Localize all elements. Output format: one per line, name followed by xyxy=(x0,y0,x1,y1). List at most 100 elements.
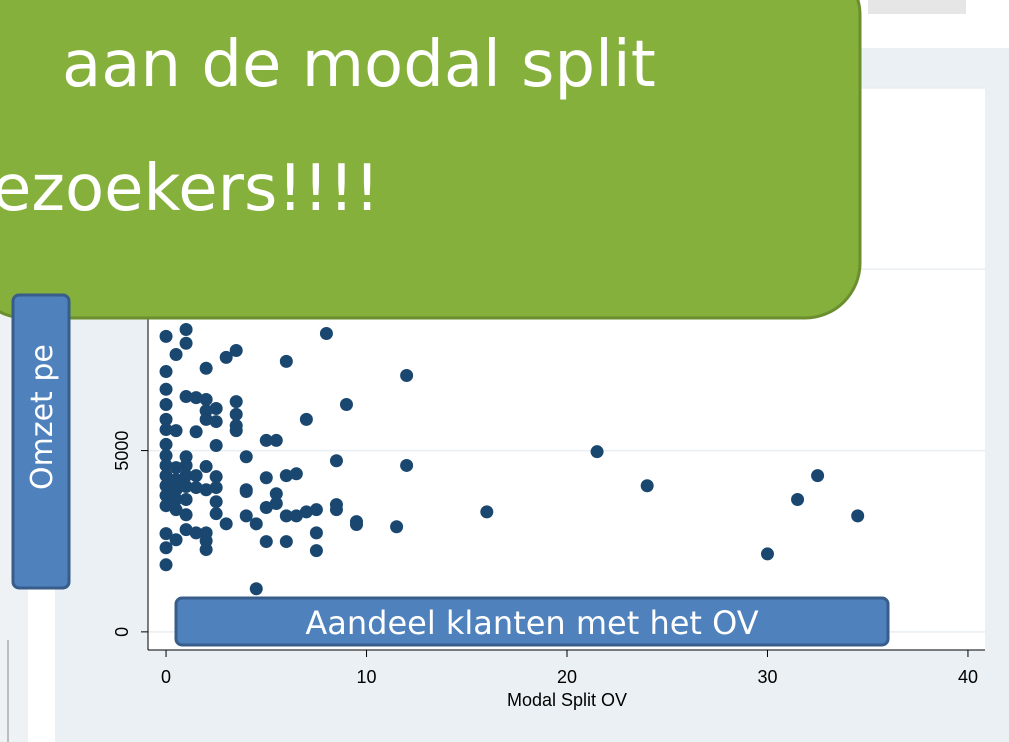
point xyxy=(480,505,494,519)
point xyxy=(329,454,343,468)
point xyxy=(159,499,173,513)
point xyxy=(179,469,193,483)
point xyxy=(811,469,825,483)
point xyxy=(400,369,414,383)
point xyxy=(199,392,213,406)
point xyxy=(199,460,213,474)
point xyxy=(169,483,183,497)
point xyxy=(179,479,193,493)
point xyxy=(199,483,213,497)
point xyxy=(159,458,173,472)
point xyxy=(229,407,243,421)
y-box-text: Omzet pe xyxy=(25,344,60,490)
point xyxy=(159,382,173,396)
point xyxy=(299,505,313,519)
point xyxy=(309,526,323,540)
point xyxy=(159,412,173,426)
x-box-text: Aandeel klanten met het OV xyxy=(305,604,758,642)
point xyxy=(791,493,805,507)
point xyxy=(159,398,173,412)
point xyxy=(279,535,293,549)
point xyxy=(209,495,223,509)
point xyxy=(329,503,343,517)
point xyxy=(159,449,173,463)
point xyxy=(209,481,223,495)
point xyxy=(259,535,273,549)
point xyxy=(279,469,293,483)
callout-line: ezoekers!!!! xyxy=(0,152,380,226)
point xyxy=(169,503,183,517)
point xyxy=(169,533,183,547)
point xyxy=(219,350,233,364)
point xyxy=(259,501,273,515)
point xyxy=(239,485,253,499)
point xyxy=(189,469,203,483)
point xyxy=(249,582,263,596)
point xyxy=(169,461,183,475)
callout-line: aan de modal split xyxy=(62,28,656,102)
point xyxy=(189,526,203,540)
point xyxy=(851,509,865,523)
point xyxy=(159,365,173,379)
point xyxy=(169,424,183,438)
point xyxy=(229,395,243,409)
point xyxy=(209,439,223,453)
point xyxy=(760,547,774,561)
point xyxy=(159,469,173,483)
point xyxy=(229,424,243,438)
point xyxy=(159,527,173,541)
y-tick-label: 5000 xyxy=(112,431,132,471)
point xyxy=(179,458,193,472)
point xyxy=(169,493,183,507)
x-axis-label: Modal Split OV xyxy=(507,690,627,710)
point xyxy=(319,326,333,340)
y-label-box: Omzet pe xyxy=(11,293,71,590)
point xyxy=(199,543,213,557)
point xyxy=(339,398,353,412)
point xyxy=(179,390,193,404)
point xyxy=(219,517,233,531)
point xyxy=(229,344,243,358)
point xyxy=(189,481,203,495)
point xyxy=(209,402,223,416)
point xyxy=(239,509,253,523)
x-tick-label: 20 xyxy=(557,667,577,687)
point xyxy=(349,518,363,532)
point xyxy=(209,507,223,521)
callout-box xyxy=(0,0,862,320)
point xyxy=(259,433,273,447)
x-tick-label: 0 xyxy=(161,667,171,687)
point xyxy=(309,544,323,558)
y-tick-label: 0 xyxy=(112,627,132,637)
point xyxy=(299,412,313,426)
x-tick-label: 30 xyxy=(757,667,777,687)
point xyxy=(279,354,293,368)
x-tick-label: 10 xyxy=(357,667,377,687)
point xyxy=(249,517,263,531)
point xyxy=(189,425,203,439)
top-bar xyxy=(868,0,966,14)
y-box xyxy=(11,293,71,590)
point xyxy=(400,458,414,472)
point xyxy=(590,445,604,459)
point xyxy=(159,423,173,437)
point xyxy=(640,479,654,493)
point xyxy=(169,347,183,361)
point xyxy=(159,329,173,343)
point xyxy=(159,489,173,503)
point xyxy=(289,467,303,481)
point xyxy=(189,391,203,405)
point xyxy=(179,322,193,336)
point xyxy=(390,520,404,534)
point xyxy=(199,412,213,426)
point xyxy=(289,509,303,523)
point xyxy=(179,508,193,522)
callout: aan de modal split ezoekers!!!! xyxy=(0,0,862,320)
x-label-box: Aandeel klanten met het OV xyxy=(174,596,890,647)
point xyxy=(279,509,293,523)
point xyxy=(269,487,283,501)
point xyxy=(269,433,283,447)
point xyxy=(269,497,283,511)
point xyxy=(179,336,193,350)
